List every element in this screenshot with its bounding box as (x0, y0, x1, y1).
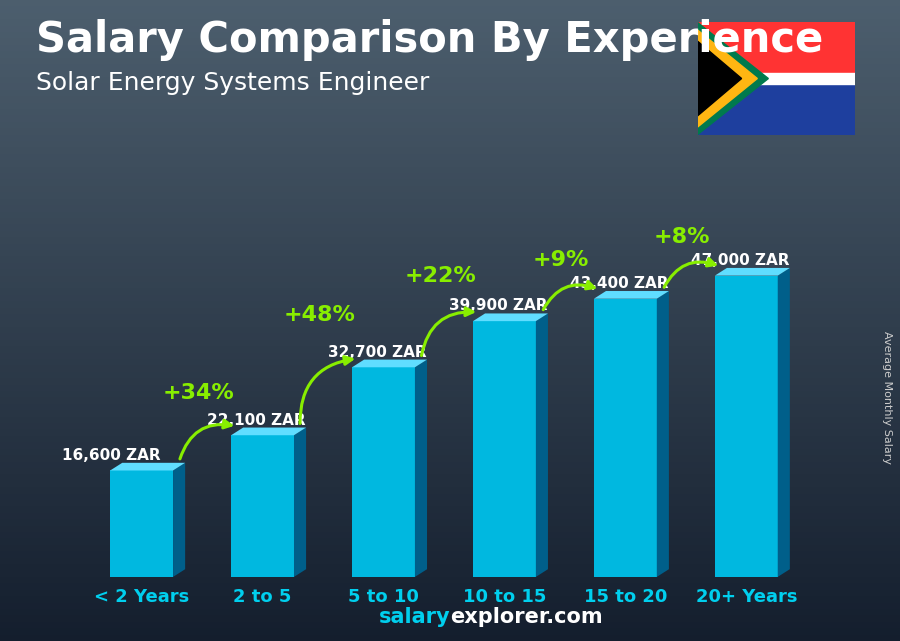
Bar (231, 435, 294, 577)
Polygon shape (778, 268, 790, 577)
FancyArrowPatch shape (544, 281, 594, 310)
Bar (698, 78, 855, 135)
Polygon shape (536, 313, 548, 577)
Bar (698, 73, 855, 84)
Text: +8%: +8% (654, 227, 710, 247)
Text: 32,700 ZAR: 32,700 ZAR (328, 345, 427, 360)
Polygon shape (110, 463, 185, 470)
FancyArrowPatch shape (421, 308, 473, 356)
Polygon shape (715, 268, 790, 276)
Text: Solar Energy Systems Engineer: Solar Energy Systems Engineer (36, 71, 429, 94)
Polygon shape (698, 22, 769, 135)
Text: 47,000 ZAR: 47,000 ZAR (691, 253, 789, 268)
Text: explorer.com: explorer.com (450, 607, 603, 627)
Polygon shape (231, 428, 306, 435)
Text: Salary Comparison By Experience: Salary Comparison By Experience (36, 19, 824, 62)
Polygon shape (173, 463, 185, 577)
FancyArrowPatch shape (300, 356, 352, 424)
Bar (352, 367, 415, 577)
Polygon shape (473, 313, 548, 321)
Bar (594, 299, 657, 577)
Bar (110, 470, 173, 577)
Polygon shape (294, 428, 306, 577)
Bar (698, 22, 855, 78)
Text: +9%: +9% (533, 250, 590, 271)
Text: +34%: +34% (163, 383, 234, 403)
Polygon shape (657, 291, 669, 577)
Bar (715, 276, 778, 577)
Text: +48%: +48% (284, 305, 356, 325)
FancyArrowPatch shape (180, 420, 231, 459)
Text: salary: salary (378, 607, 450, 627)
Polygon shape (352, 360, 427, 367)
Text: 39,900 ZAR: 39,900 ZAR (449, 299, 547, 313)
Text: Average Monthly Salary: Average Monthly Salary (881, 331, 892, 464)
Bar (473, 321, 536, 577)
Text: +22%: +22% (404, 265, 476, 285)
Text: 22,100 ZAR: 22,100 ZAR (207, 413, 306, 428)
Polygon shape (415, 360, 427, 577)
Text: 43,400 ZAR: 43,400 ZAR (570, 276, 669, 291)
Polygon shape (698, 41, 742, 116)
Text: 16,600 ZAR: 16,600 ZAR (62, 448, 161, 463)
Polygon shape (698, 30, 758, 127)
FancyArrowPatch shape (664, 258, 715, 287)
Polygon shape (594, 291, 669, 299)
